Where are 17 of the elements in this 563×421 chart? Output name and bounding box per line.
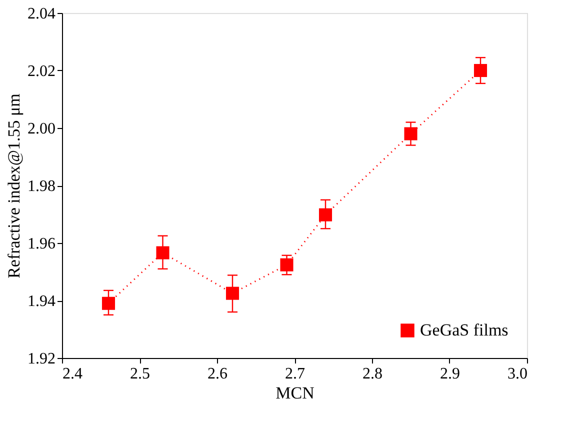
x-tick-label: 2.7 bbox=[285, 366, 305, 382]
y-tick-label: 1.94 bbox=[28, 293, 56, 310]
legend-label: GeGaS films bbox=[420, 320, 508, 340]
y-tick-label: 2.00 bbox=[28, 120, 56, 138]
y-tick-label: 1.92 bbox=[28, 350, 56, 368]
x-tick-label: 3.0 bbox=[508, 366, 528, 382]
x-tick-label: 2.5 bbox=[130, 366, 150, 382]
y-tick-label: 1.98 bbox=[28, 178, 56, 195]
x-tick-label: 2.4 bbox=[62, 366, 82, 382]
y-tick-label: 1.96 bbox=[28, 236, 56, 252]
y-axis-title: Refractive index@1.55 μm bbox=[4, 94, 24, 278]
x-tick-label: 2.6 bbox=[208, 366, 228, 382]
x-tick-label: 2.9 bbox=[440, 366, 460, 382]
x-tick-label: 2.8 bbox=[362, 366, 382, 382]
y-tick-label: 2.02 bbox=[28, 63, 56, 80]
x-axis-title: MCN bbox=[276, 384, 314, 402]
y-tick-label: 2.04 bbox=[28, 6, 56, 22]
